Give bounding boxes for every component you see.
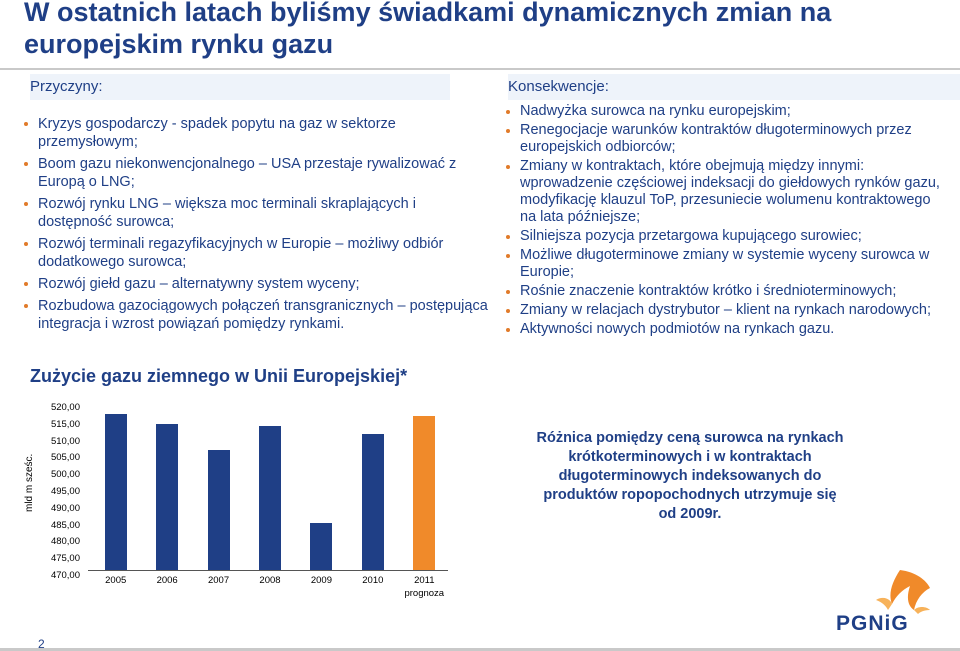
chart-y-tick-label: 510,00 [50,435,80,447]
cause-item: Kryzys gospodarczy - spadek popytu na ga… [24,115,494,151]
chart-y-tick-label: 485,00 [50,519,80,531]
chart-plot-area [88,408,448,570]
chart-bar [361,433,384,570]
cause-item: Rozbudowa gazociągowych połączeń transgr… [24,297,494,333]
chart-bar [207,450,230,570]
chart-y-tick-label: 490,00 [50,502,80,514]
consequence-item: Aktywności nowych podmiotów na rynkach g… [506,321,946,338]
chart-y-tick-label: 505,00 [50,452,80,464]
chart-bar [156,424,179,570]
consequences-list: Nadwyżka surowca na rynku europejskim; R… [506,103,946,340]
consequence-item: Rośnie znaczenie kontraktów krótko i śre… [506,283,946,300]
causes-list: Kryzys gospodarczy - spadek popytu na ga… [24,115,494,337]
consequence-item: Nadwyżka surowca na rynku europejskim; [506,103,946,120]
chart-x-axis [88,570,448,571]
chart-y-tick-label: 475,00 [50,553,80,565]
chart-y-tick-label: 470,00 [50,570,80,581]
chart-x-tick-label: 2011 [414,575,435,586]
consequences-heading: Konsekwencje: [508,74,960,100]
chart-y-tick-label: 515,00 [50,418,80,430]
footer-divider [0,648,960,651]
cause-item: Rozwój giełd gazu – alternatywny system … [24,275,494,293]
consequence-item: Możliwe długoterminowe zmiany w systemie… [506,247,946,281]
chart-y-tick-label: 495,00 [50,486,80,497]
chart-y-tick-label: 500,00 [50,469,80,481]
chart-x-tick-label: 2009 [310,575,332,586]
chart-x-sublabel: prognoza [404,588,445,599]
chart-y-tick-label: 520,00 [50,402,80,413]
cause-item: Boom gazu niekonwencjonalnego – USA prze… [24,155,494,191]
page-number: 2 [38,637,45,651]
chart-x-tick-label: 2010 [362,575,384,586]
logo-text: PGNiG [836,612,909,635]
page-title: W ostatnich latach byliśmy świadkami dyn… [24,0,832,59]
divider [0,68,960,70]
chart-x-tick-label: 2008 [259,575,281,586]
consequence-item: Renegocjacje warunków kontraktów długote… [506,122,946,156]
chart-x-tick-label: 2006 [156,575,178,586]
pgnig-logo-icon [876,570,930,614]
cause-item: Rozwój terminali regazyfikacyjnych w Eur… [24,235,494,271]
chart-bar [413,416,436,570]
chart-bar [259,425,281,570]
consequence-item: Silniejsza pozycja przetargowa kupująceg… [506,228,946,245]
cause-item: Rozwój rynku LNG – większa moc terminali… [24,195,494,231]
chart-bar [104,414,127,570]
chart-title: Zużycie gazu ziemnego w Unii Europejskie… [30,366,408,386]
price-difference-note: Różnica pomiędzy ceną surowca na rynkach… [536,430,844,522]
chart-y-ticks: 520,00 515,00 510,00 505,00 500,00 495,00 490,… [40,402,84,581]
chart-x-tick-label: 2007 [207,575,230,586]
consequence-item: Zmiany w relacjach dystrybutor – klient … [506,302,946,319]
chart-x-tick-label: 2005 [105,575,127,586]
causes-heading: Przyczyny: [30,74,450,100]
consequence-item: Zmiany w kontraktach, które obejmują mię… [506,158,946,226]
chart-y-axis-label: mld m sześc. [24,453,35,512]
chart-y-tick-label: 480,00 [50,536,80,548]
chart-bar [310,523,333,570]
